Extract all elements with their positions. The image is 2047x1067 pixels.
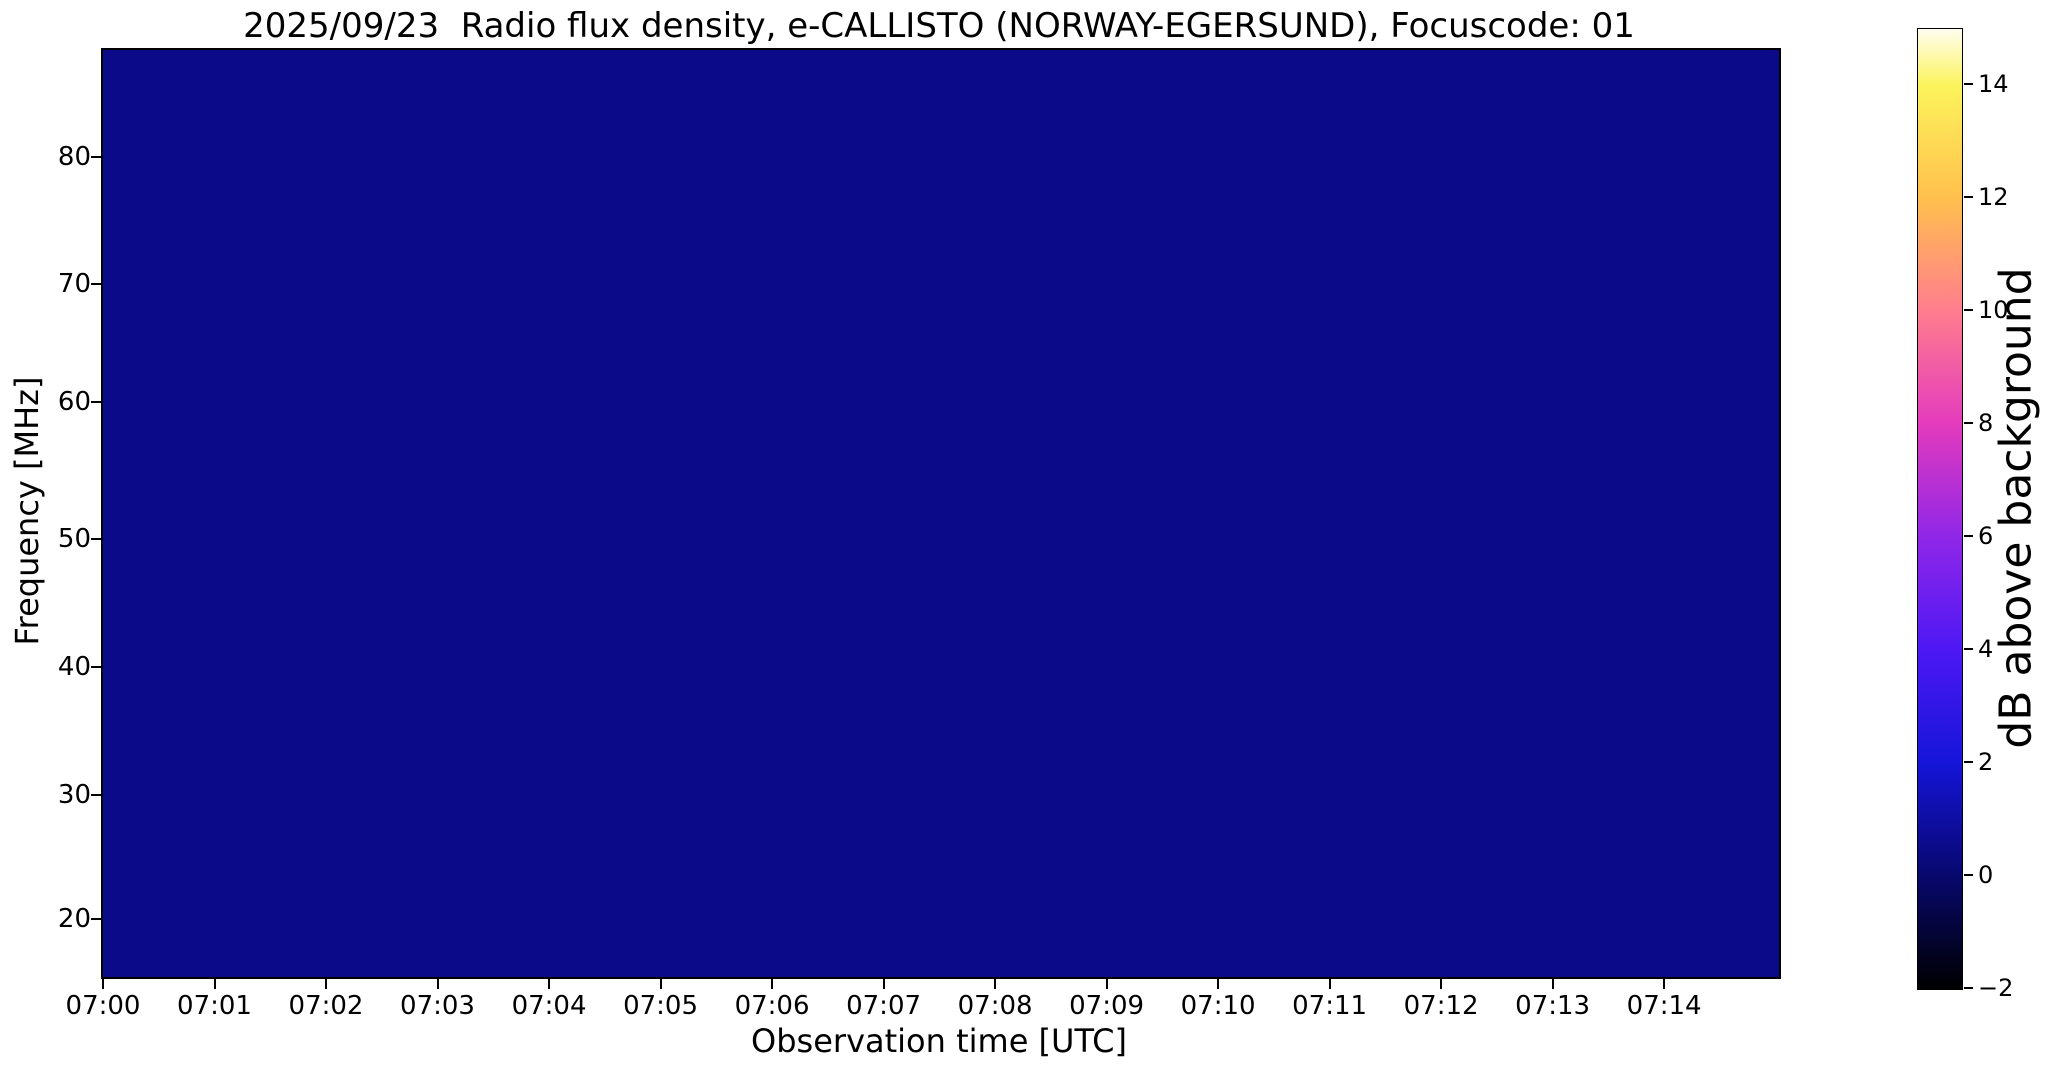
plot-frame [101,48,1781,979]
y-tick-label: 40 [57,652,91,682]
y-tick-mark [91,155,101,158]
chart-title: 2025/09/23 Radio flux density, e-CALLIST… [243,6,1635,46]
colorbar-tick-mark [1964,761,1973,764]
y-tick-label: 50 [57,523,91,554]
colorbar-tick-label: 8 [1978,409,1994,438]
x-tick-mark [659,979,662,989]
y-tick-mark [91,666,101,668]
x-tick-mark [436,979,439,989]
colorbar-tick-mark [1964,535,1973,538]
colorbar-tick-mark [1964,422,1973,425]
colorbar-tick-mark [1964,648,1973,651]
x-tick-label: 07:12 [1403,991,1479,1021]
colorbar-tick-mark [1964,83,1973,86]
x-tick-label: 07:10 [1180,991,1256,1021]
x-tick-mark [1217,979,1220,989]
y-tick-mark [91,400,101,403]
x-tick-mark [1328,979,1331,989]
x-tick-label: 07:11 [1292,991,1368,1021]
x-tick-label: 07:03 [400,991,475,1021]
x-axis-label: Observation time [UTC] [751,1022,1127,1060]
x-tick-label: 07:04 [511,991,587,1021]
colorbar-tick-label: 4 [1978,635,1994,664]
x-tick-mark [102,979,104,989]
x-tick-label: 07:06 [734,991,810,1021]
x-tick-mark [213,979,216,989]
x-tick-mark [1105,979,1108,989]
x-tick-mark [882,979,885,989]
y-tick-label: 20 [57,903,91,934]
y-tick-mark [91,282,101,285]
x-tick-label: 07:13 [1515,991,1591,1021]
x-tick-label: 07:14 [1626,991,1702,1021]
y-tick-label: 80 [57,141,91,172]
colorbar-tick-label: 12 [1978,183,2009,212]
x-tick-mark [1663,979,1666,989]
colorbar-tick-label: 14 [1978,70,2009,99]
x-tick-label: 07:05 [623,991,699,1021]
y-tick-label: 70 [57,268,91,299]
colorbar-tick-label: 2 [1978,748,1994,777]
x-tick-mark [771,979,774,989]
colorbar-tick-label: 6 [1978,522,1994,551]
x-tick-mark [994,979,997,989]
y-tick-label: 60 [57,386,91,417]
x-tick-label: 07:08 [957,991,1033,1021]
colorbar-tick-mark [1964,196,1973,199]
colorbar-label: dB above background [1990,267,2042,749]
y-tick-mark [91,537,101,540]
x-tick-label: 07:07 [846,991,922,1021]
x-tick-mark [548,979,551,989]
colorbar-tick-label: 10 [1978,296,2009,325]
x-tick-label: 07:00 [65,991,141,1021]
colorbar [1917,28,1963,990]
y-tick-mark [91,794,101,797]
x-tick-label: 07:01 [177,991,252,1021]
colorbar-tick-mark [1964,874,1973,877]
colorbar-tick-label: −2 [1978,974,2014,1002]
x-tick-mark [1551,979,1554,989]
colorbar-tick-label: 0 [1978,861,1994,890]
colorbar-tick-mark [1964,309,1973,312]
x-tick-mark [1440,979,1443,989]
x-tick-mark [325,979,328,989]
y-tick-mark [91,917,101,920]
y-tick-label: 30 [57,780,91,811]
x-tick-label: 07:02 [288,991,364,1021]
colorbar-tick-mark [1964,987,1973,989]
y-axis-label: Frequency [MHz] [8,376,46,646]
x-tick-label: 07:09 [1069,991,1145,1021]
